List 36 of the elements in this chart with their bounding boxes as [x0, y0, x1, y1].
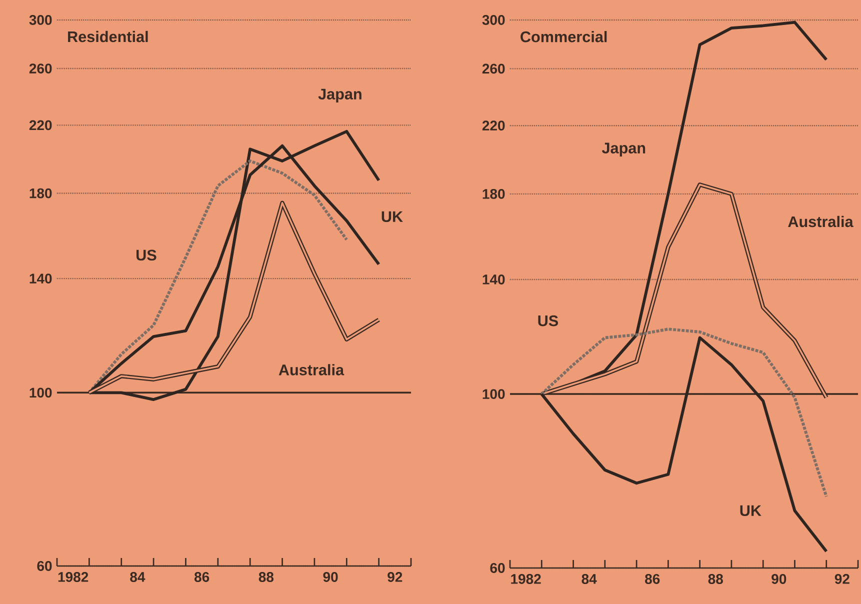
y-tick-label: 220	[482, 120, 505, 131]
x-tick-label: 92	[834, 574, 850, 584]
x-tick-label: 88	[708, 574, 723, 584]
x-tick-label: 86	[194, 572, 210, 582]
y-tick-label: 60	[37, 561, 52, 571]
y-tick-label: 220	[29, 120, 52, 130]
text: Japan	[318, 88, 362, 103]
series-label: Japan	[602, 142, 646, 156]
x-tick-label: 90	[772, 574, 786, 584]
x-tick-label: 90	[323, 572, 338, 582]
x-tick-label: 88	[258, 572, 274, 582]
x-tick-label: 1982	[511, 574, 541, 584]
y-tick-label: 180	[482, 188, 505, 199]
y-tick-label: 260	[482, 64, 505, 74]
series-label: UK	[382, 211, 403, 222]
y-tick-label: 100	[482, 389, 505, 400]
x-tick-label: 1982	[58, 572, 88, 582]
y-tick-label: 260	[29, 64, 52, 74]
text: US	[538, 315, 558, 326]
y-tick-label: 180	[30, 188, 52, 198]
text: Australia	[788, 216, 854, 228]
y-tick-label: 60	[490, 563, 505, 573]
x-tick-label: 92	[388, 572, 402, 582]
y-tick-label: 300	[482, 15, 505, 25]
x-tick-label: 84	[582, 574, 597, 584]
series-label: UK	[740, 505, 762, 516]
y-tick-label: 100	[30, 388, 52, 398]
series-label: Australia	[278, 364, 344, 376]
y-tick-label: 140	[482, 274, 505, 284]
y-tick-label: 140	[30, 274, 52, 284]
series-label: US	[136, 250, 156, 261]
text: Commercial	[520, 31, 607, 42]
text: Residential	[68, 30, 148, 42]
x-tick-label: 86	[645, 574, 660, 584]
y-tick-label: 300	[29, 15, 52, 25]
x-tick-label: 84	[130, 572, 146, 582]
